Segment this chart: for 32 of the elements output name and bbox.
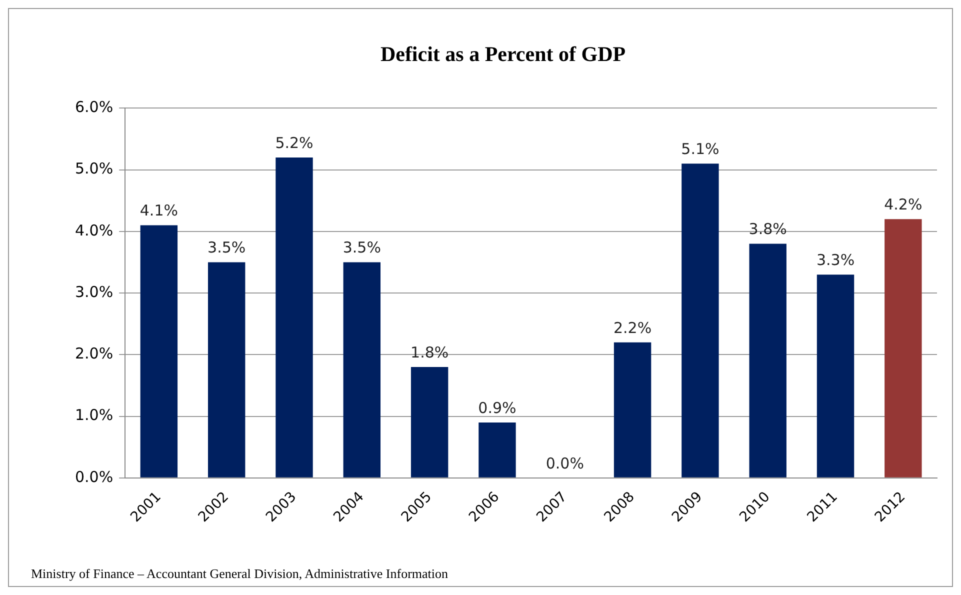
chart-title: Deficit as a Percent of GDP bbox=[380, 42, 626, 66]
text: Ministry of Finance – Accountant General Division, Administrative Information bbox=[31, 566, 448, 582]
data-label: 3.5% bbox=[208, 238, 246, 257]
data-label: 5.2% bbox=[275, 134, 314, 152]
y-tick-label: 2.0% bbox=[75, 344, 114, 363]
data-label: 0.0% bbox=[546, 454, 584, 472]
bar bbox=[884, 219, 922, 478]
bar bbox=[478, 422, 516, 478]
y-tick-label: 1.0% bbox=[75, 406, 114, 424]
data-label: 4.1% bbox=[140, 202, 178, 220]
y-tick-label: 4.0% bbox=[75, 221, 114, 240]
data-label: 3.5% bbox=[342, 238, 381, 257]
bar bbox=[140, 225, 178, 478]
data-label: 2.2% bbox=[613, 318, 652, 337]
data-label: 3.8% bbox=[748, 220, 787, 238]
bar bbox=[276, 157, 313, 478]
y-tick-label: 5.0% bbox=[75, 160, 114, 178]
data-label: 1.8% bbox=[410, 343, 449, 362]
bar bbox=[208, 262, 246, 478]
y-tick-label: 0.0% bbox=[75, 468, 114, 486]
data-label: 0.9% bbox=[478, 398, 516, 417]
bar bbox=[682, 164, 719, 478]
data-label: 5.1% bbox=[681, 140, 720, 158]
bar bbox=[614, 342, 652, 478]
bar bbox=[410, 367, 448, 478]
y-tick-label: 6.0% bbox=[75, 98, 114, 116]
bar bbox=[343, 262, 381, 478]
data-label: 4.2% bbox=[884, 196, 922, 214]
bar bbox=[816, 274, 854, 478]
bar bbox=[749, 244, 786, 478]
y-tick-label: 3.0% bbox=[75, 282, 114, 301]
data-label: 3.3% bbox=[816, 250, 855, 269]
